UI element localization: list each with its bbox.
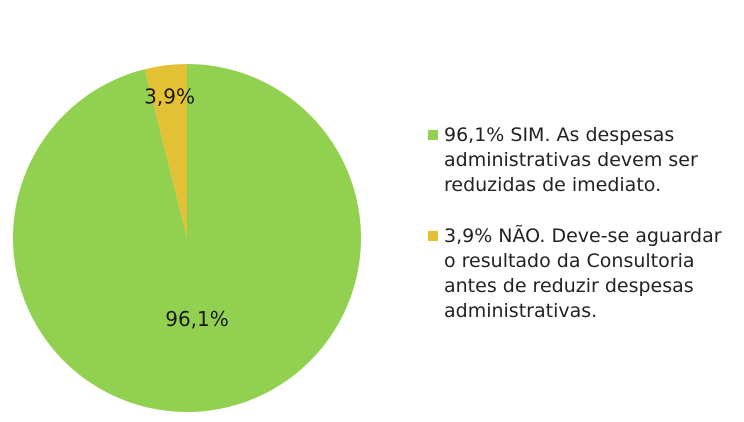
legend-swatch-nao [428, 231, 438, 241]
legend-item-nao: 3,9% NÃO. Deve-se aguardar o resultado d… [428, 224, 728, 324]
pie-chart: 96,1% 3,9% [0, 0, 380, 422]
data-label-nao: 3,9% [144, 84, 195, 108]
legend-label-sim: 96,1% SIM. As despesas administrativas d… [444, 124, 698, 196]
legend-swatch-sim [428, 130, 438, 140]
legend-item-sim: 96,1% SIM. As despesas administrativas d… [428, 123, 728, 198]
legend: 96,1% SIM. As despesas administrativas d… [428, 123, 728, 324]
legend-label-nao: 3,9% NÃO. Deve-se aguardar o resultado d… [444, 225, 722, 322]
data-label-sim: 96,1% [165, 307, 229, 331]
